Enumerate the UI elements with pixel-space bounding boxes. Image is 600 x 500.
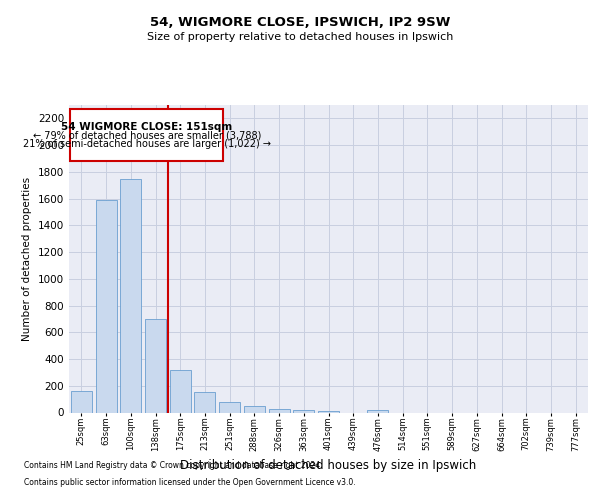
Bar bbox=[145, 319, 166, 412]
Bar bbox=[293, 410, 314, 412]
Bar bbox=[318, 411, 339, 412]
Bar bbox=[170, 370, 191, 412]
Bar bbox=[269, 409, 290, 412]
Bar bbox=[244, 406, 265, 412]
Text: 21% of semi-detached houses are larger (1,022) →: 21% of semi-detached houses are larger (… bbox=[23, 140, 271, 149]
Bar bbox=[194, 392, 215, 412]
Bar bbox=[219, 402, 240, 412]
Text: Contains HM Land Registry data © Crown copyright and database right 2024.: Contains HM Land Registry data © Crown c… bbox=[24, 460, 323, 469]
Text: Contains public sector information licensed under the Open Government Licence v3: Contains public sector information licen… bbox=[24, 478, 356, 487]
Text: 54, WIGMORE CLOSE, IPSWICH, IP2 9SW: 54, WIGMORE CLOSE, IPSWICH, IP2 9SW bbox=[150, 16, 450, 29]
Bar bbox=[120, 178, 141, 412]
Bar bbox=[367, 410, 388, 412]
Text: ← 79% of detached houses are smaller (3,788): ← 79% of detached houses are smaller (3,… bbox=[32, 130, 261, 140]
Bar bbox=[71, 391, 92, 412]
Text: 54 WIGMORE CLOSE: 151sqm: 54 WIGMORE CLOSE: 151sqm bbox=[61, 122, 232, 132]
Y-axis label: Number of detached properties: Number of detached properties bbox=[22, 176, 32, 341]
FancyBboxPatch shape bbox=[70, 109, 223, 161]
Text: Size of property relative to detached houses in Ipswich: Size of property relative to detached ho… bbox=[147, 32, 453, 42]
Bar bbox=[95, 200, 116, 412]
X-axis label: Distribution of detached houses by size in Ipswich: Distribution of detached houses by size … bbox=[181, 459, 476, 472]
